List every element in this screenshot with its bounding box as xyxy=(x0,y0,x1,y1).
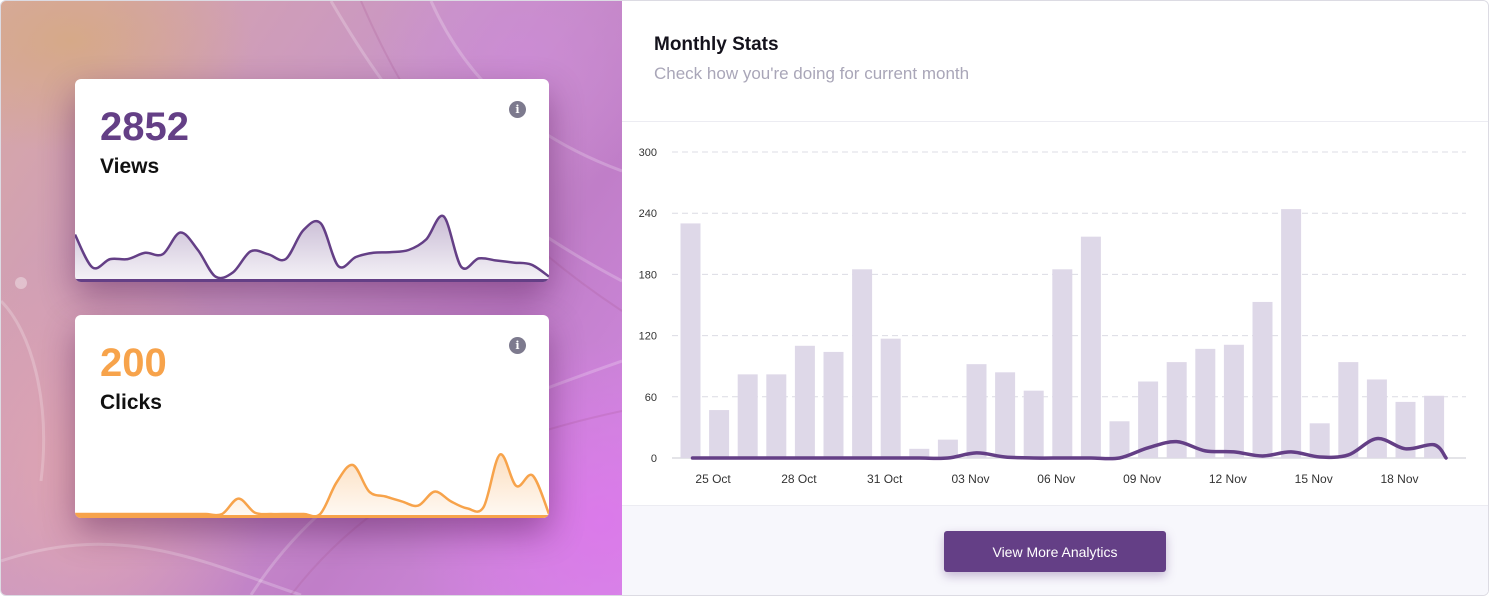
chart-bar[interactable] xyxy=(794,345,815,458)
views-value: 2852 xyxy=(100,105,189,149)
chart-bar[interactable] xyxy=(709,410,730,458)
chart-bar[interactable] xyxy=(1195,348,1216,458)
y-tick-label: 180 xyxy=(639,269,657,281)
monthly-chart-svg: 0 60 120 180 240 300 25 Oct 28 Oct 31 Oct 03 Nov 0… xyxy=(639,147,1466,486)
x-tick-label: 03 Nov xyxy=(951,472,989,486)
info-icon[interactable]: i xyxy=(509,337,526,354)
chart-bar[interactable] xyxy=(766,374,787,458)
chart-bar[interactable] xyxy=(737,374,758,458)
clicks-card-bottom-border xyxy=(75,515,549,518)
clicks-sparkline xyxy=(75,453,549,518)
y-tick-label: 60 xyxy=(645,392,657,404)
chart-bar[interactable] xyxy=(1023,390,1044,458)
y-tick-label: 120 xyxy=(639,331,657,343)
x-tick-label: 28 Oct xyxy=(781,472,817,486)
chart-bar[interactable] xyxy=(1223,344,1244,458)
y-tick-label: 240 xyxy=(639,208,657,220)
chart-bar[interactable] xyxy=(1052,269,1073,458)
stats-panel: 2852 Views i 200 Clicks i xyxy=(1,1,622,595)
chart-bar[interactable] xyxy=(1281,209,1302,458)
chart-bar[interactable] xyxy=(1109,421,1130,458)
x-tick-label: 06 Nov xyxy=(1037,472,1075,486)
chart-bar[interactable] xyxy=(1166,362,1187,458)
monthly-chart: 0 60 120 180 240 300 25 Oct 28 Oct 31 Oct 03 Nov 0… xyxy=(622,122,1488,505)
x-tick-label: 12 Nov xyxy=(1209,472,1247,486)
monthly-stats-subtitle: Check how you're doing for current month xyxy=(654,64,970,83)
y-tick-label: 0 xyxy=(651,453,657,465)
monthly-stats-title: Monthly Stats xyxy=(654,34,779,55)
views-card: 2852 Views i xyxy=(75,79,549,282)
chart-bar[interactable] xyxy=(1080,236,1101,458)
info-icon[interactable]: i xyxy=(509,101,526,118)
monthly-stats-header: Monthly Stats Check how you're doing for… xyxy=(622,1,1488,122)
y-tick-label: 300 xyxy=(639,147,657,159)
chart-bar[interactable] xyxy=(880,338,901,458)
x-tick-label: 31 Oct xyxy=(867,472,903,486)
views-sparkline xyxy=(75,214,549,282)
chart-bar[interactable] xyxy=(1424,395,1445,458)
chart-bar[interactable] xyxy=(966,364,987,458)
view-more-analytics-button[interactable]: View More Analytics xyxy=(944,531,1166,572)
chart-bar[interactable] xyxy=(852,269,873,458)
clicks-label: Clicks xyxy=(100,391,162,414)
clicks-value: 200 xyxy=(100,341,167,385)
clicks-sparkline-area xyxy=(75,454,549,518)
chart-bar[interactable] xyxy=(1138,381,1159,459)
x-tick-label: 15 Nov xyxy=(1295,472,1333,486)
chart-bar[interactable] xyxy=(909,448,930,458)
views-card-bottom-border xyxy=(75,279,549,282)
chart-bar[interactable] xyxy=(1252,301,1273,458)
views-label: Views xyxy=(100,155,160,178)
x-tick-label: 25 Oct xyxy=(695,472,731,486)
chart-bar[interactable] xyxy=(1366,379,1387,458)
chart-bar[interactable] xyxy=(1309,423,1330,458)
chart-bar[interactable] xyxy=(937,439,958,458)
x-tick-label: 18 Nov xyxy=(1380,472,1418,486)
monthly-stats-footer: View More Analytics xyxy=(622,505,1488,595)
chart-bar[interactable] xyxy=(1338,362,1359,458)
clicks-card: 200 Clicks i xyxy=(75,315,549,518)
chart-bar[interactable] xyxy=(995,372,1016,458)
views-sparkline-line xyxy=(75,214,549,280)
monthly-stats-panel: Monthly Stats Check how you're doing for… xyxy=(622,1,1488,595)
chart-bar[interactable] xyxy=(1395,401,1416,458)
clicks-series-line xyxy=(690,436,1448,461)
chart-bar[interactable] xyxy=(680,223,701,458)
views-sparkline-area xyxy=(75,215,549,282)
chart-bar[interactable] xyxy=(823,351,844,458)
x-tick-label: 09 Nov xyxy=(1123,472,1161,486)
clicks-sparkline-line xyxy=(75,453,549,518)
